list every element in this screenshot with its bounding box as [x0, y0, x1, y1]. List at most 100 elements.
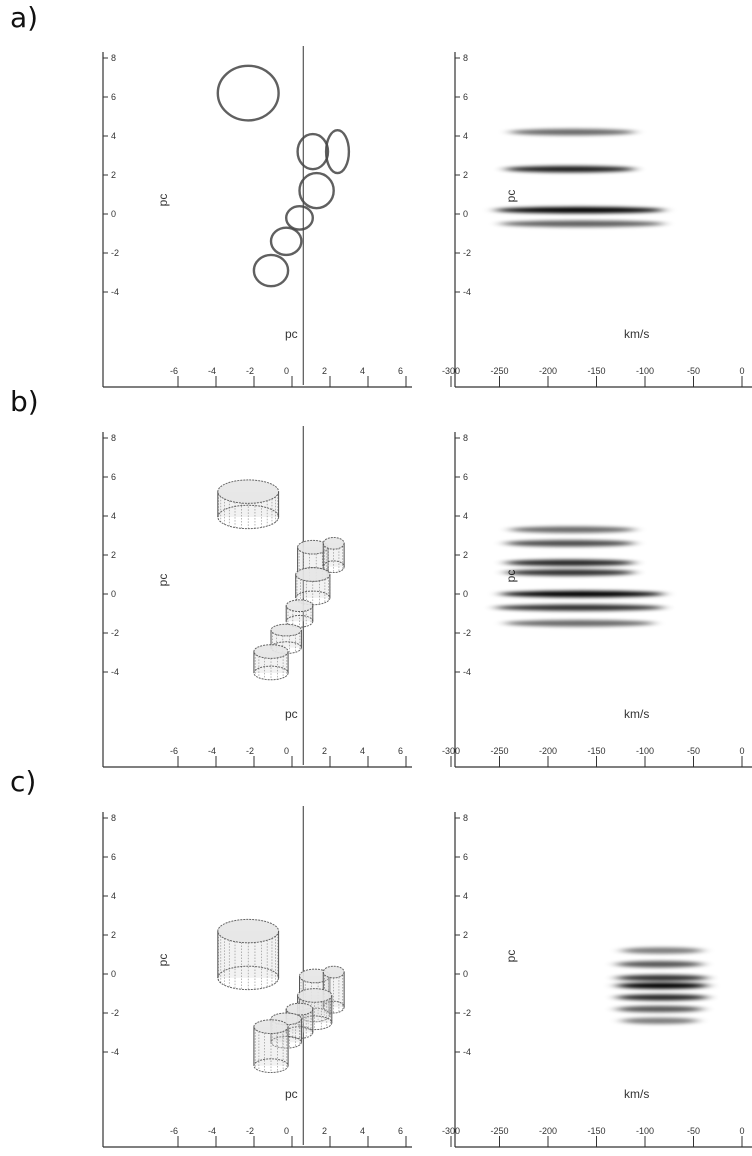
- emission-band: [499, 220, 665, 227]
- x-tick-label: -250: [490, 366, 508, 376]
- x-tick-label: 0: [739, 366, 744, 376]
- panel-letter-c: c): [10, 765, 37, 798]
- y-tick-label: -2: [463, 628, 471, 638]
- x-tick-label: -250: [490, 1126, 508, 1136]
- y-tick-label: 4: [463, 131, 468, 141]
- y-tick-label: 0: [463, 969, 468, 979]
- cloud-cylinder: [253, 1019, 289, 1073]
- emission-band: [504, 540, 636, 547]
- cloud-cylinder: [295, 567, 331, 606]
- x-tick-label: -2: [246, 1126, 254, 1136]
- x-tick-label: 0: [284, 1126, 289, 1136]
- y-tick-label: 2: [463, 550, 468, 560]
- x-tick-label: 2: [322, 366, 327, 376]
- spatial-plot: 8 6 4 2 0 -2 -4 -6 -4 -2 0 2 4 6 pc pc: [102, 806, 412, 1148]
- y-tick-label: 4: [463, 511, 468, 521]
- y-tick-label: 0: [111, 969, 116, 979]
- emission-band: [615, 994, 709, 1001]
- x-tick-label: -150: [587, 1126, 605, 1136]
- y-tick-label: 8: [463, 813, 468, 823]
- x-tick-label: -100: [636, 1126, 654, 1136]
- x-tick-label: 6: [398, 366, 403, 376]
- y-tick-label: 8: [463, 433, 468, 443]
- emission-band: [504, 620, 655, 627]
- x-tick-label: -4: [208, 746, 216, 756]
- y-tick-label: -4: [111, 667, 119, 677]
- emission-band: [504, 165, 636, 173]
- emission-band: [615, 974, 709, 982]
- y-tick-label: 2: [111, 930, 116, 940]
- y-axis-title: pc: [156, 574, 170, 587]
- emission-band: [499, 590, 665, 598]
- y-tick-label: 2: [463, 170, 468, 180]
- cloud-cylinder: [322, 965, 345, 1014]
- y-axis-title: pc: [156, 954, 170, 967]
- x-tick-label: 0: [284, 366, 289, 376]
- y-axis-title: pc: [504, 190, 518, 203]
- y-tick-label: 8: [111, 433, 116, 443]
- y-tick-label: -2: [111, 248, 119, 258]
- emission-band: [509, 128, 636, 136]
- x-tick-label: -200: [539, 366, 557, 376]
- panel-letter-b: b): [10, 385, 39, 418]
- x-tick-label: -100: [636, 366, 654, 376]
- x-tick-label: -6: [170, 746, 178, 756]
- emission-band: [504, 559, 636, 566]
- y-tick-label: 4: [463, 891, 468, 901]
- y-tick-label: 0: [111, 209, 116, 219]
- emission-band: [494, 206, 665, 214]
- x-axis-title: pc: [285, 1087, 298, 1101]
- x-tick-label: 0: [739, 746, 744, 756]
- x-tick-label: -100: [636, 746, 654, 756]
- x-tick-label: 2: [322, 746, 327, 756]
- x-axis-title: pc: [285, 707, 298, 721]
- y-tick-label: 2: [111, 550, 116, 560]
- y-tick-label: 2: [463, 930, 468, 940]
- y-tick-label: 0: [111, 589, 116, 599]
- y-tick-label: -4: [463, 1047, 471, 1057]
- x-tick-label: -300: [442, 366, 460, 376]
- cloud-ring: [285, 204, 315, 231]
- y-tick-label: 8: [111, 53, 116, 63]
- emission-band: [615, 961, 704, 968]
- x-tick-label: -50: [687, 746, 700, 756]
- y-tick-label: -4: [111, 287, 119, 297]
- x-tick-label: -200: [539, 1126, 557, 1136]
- y-tick-label: 6: [111, 852, 116, 862]
- panel-b: 8 6 4 2 0 -2 -4 -6 -4 -2 0 2 4 6 pc pc 8 6 4 2 0 -2 -4 -300 -250…: [102, 426, 752, 768]
- y-tick-label: 0: [463, 209, 468, 219]
- emission-band: [620, 1017, 699, 1024]
- y-tick-label: 6: [111, 92, 116, 102]
- cloud-cylinder: [217, 479, 280, 530]
- emission-band: [494, 604, 665, 611]
- x-axis-title: km/s: [624, 327, 649, 341]
- y-tick-label: 6: [111, 472, 116, 482]
- y-tick-label: -4: [463, 667, 471, 677]
- emission-band: [509, 526, 636, 533]
- y-tick-label: 4: [111, 511, 116, 521]
- x-tick-label: 6: [398, 1126, 403, 1136]
- cloud-cylinder: [253, 644, 289, 681]
- cloud-ring: [269, 226, 303, 257]
- panel-c: 8 6 4 2 0 -2 -4 -6 -4 -2 0 2 4 6 pc pc 8 6 4 2 0 -2 -4 -300 -250…: [102, 806, 752, 1148]
- x-tick-label: 4: [360, 1126, 365, 1136]
- y-tick-label: 6: [463, 472, 468, 482]
- cloud-ring: [216, 64, 280, 122]
- panel-a: 8 6 4 2 0 -2 -4 -6 -4 -2 0 2 4 6 pc pc 8 6 4 2 0 -2 -4 -300 -250…: [102, 46, 752, 388]
- x-tick-label: -150: [587, 366, 605, 376]
- y-tick-label: 8: [463, 53, 468, 63]
- y-tick-label: 6: [463, 92, 468, 102]
- x-tick-label: 0: [739, 1126, 744, 1136]
- x-tick-label: 4: [360, 746, 365, 756]
- x-tick-label: -6: [170, 366, 178, 376]
- y-axis-title: pc: [504, 950, 518, 963]
- x-tick-label: 4: [360, 366, 365, 376]
- y-tick-label: -4: [463, 287, 471, 297]
- spatial-plot: 8 6 4 2 0 -2 -4 -6 -4 -2 0 2 4 6 pc pc: [102, 426, 412, 768]
- x-tick-label: -2: [246, 366, 254, 376]
- y-tick-label: -2: [463, 248, 471, 258]
- x-tick-label: 6: [398, 746, 403, 756]
